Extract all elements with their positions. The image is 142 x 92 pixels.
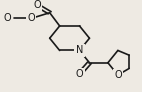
Text: O: O	[4, 13, 11, 23]
Text: O: O	[33, 0, 41, 10]
Text: O: O	[27, 13, 35, 23]
Text: O: O	[76, 69, 83, 79]
Text: O: O	[114, 70, 122, 80]
Text: N: N	[76, 45, 83, 55]
